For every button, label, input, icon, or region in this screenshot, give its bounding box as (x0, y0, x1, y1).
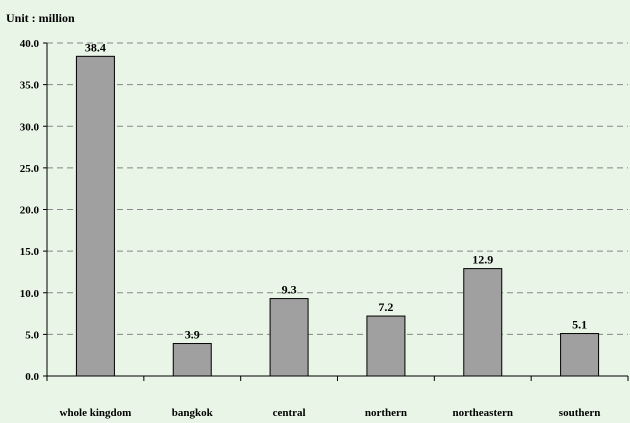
bar-whole-kingdom (75, 55, 115, 377)
category-labels: whole kingdom bangkok central northern north… (60, 407, 601, 419)
bar-southern (560, 333, 600, 377)
category-label: central (273, 407, 306, 419)
y-tick-label: 30.0 (20, 121, 40, 133)
data-label: 38.4 (85, 40, 106, 54)
y-tick-label: 15.0 (20, 246, 40, 258)
gridlines (47, 42, 628, 335)
y-tick-label: 35.0 (20, 80, 40, 92)
bar-bangkok (172, 343, 212, 377)
axes (46, 43, 629, 381)
bar-northeastern (463, 268, 503, 377)
category-label: northeastern (453, 407, 514, 419)
bar-northern (366, 315, 406, 377)
data-label: 12.9 (472, 253, 493, 267)
bar-central (269, 298, 309, 377)
data-label: 3.9 (185, 328, 200, 342)
bars: 38.4 3.9 9.3 7.2 12.9 5.1 (75, 40, 600, 377)
y-tick-label: 5.0 (25, 329, 39, 341)
data-label: 7.2 (378, 300, 393, 314)
y-tick-label: 0.0 (25, 371, 39, 383)
y-tick-label: 25.0 (20, 163, 40, 175)
category-label: northern (365, 407, 407, 419)
category-label: bangkok (172, 407, 214, 419)
y-axis-ticks: 0.0 5.0 10.0 15.0 20.0 25.0 30.0 35.0 40.0 (20, 38, 47, 383)
category-label: whole kingdom (60, 407, 132, 419)
y-tick-label: 40.0 (20, 38, 40, 50)
unit-label: Unit : million (6, 11, 75, 25)
category-label: southern (559, 407, 601, 419)
y-tick-label: 10.0 (20, 288, 40, 300)
data-label: 5.1 (572, 318, 587, 332)
y-tick-label: 20.0 (20, 205, 40, 217)
data-label: 9.3 (282, 283, 297, 297)
